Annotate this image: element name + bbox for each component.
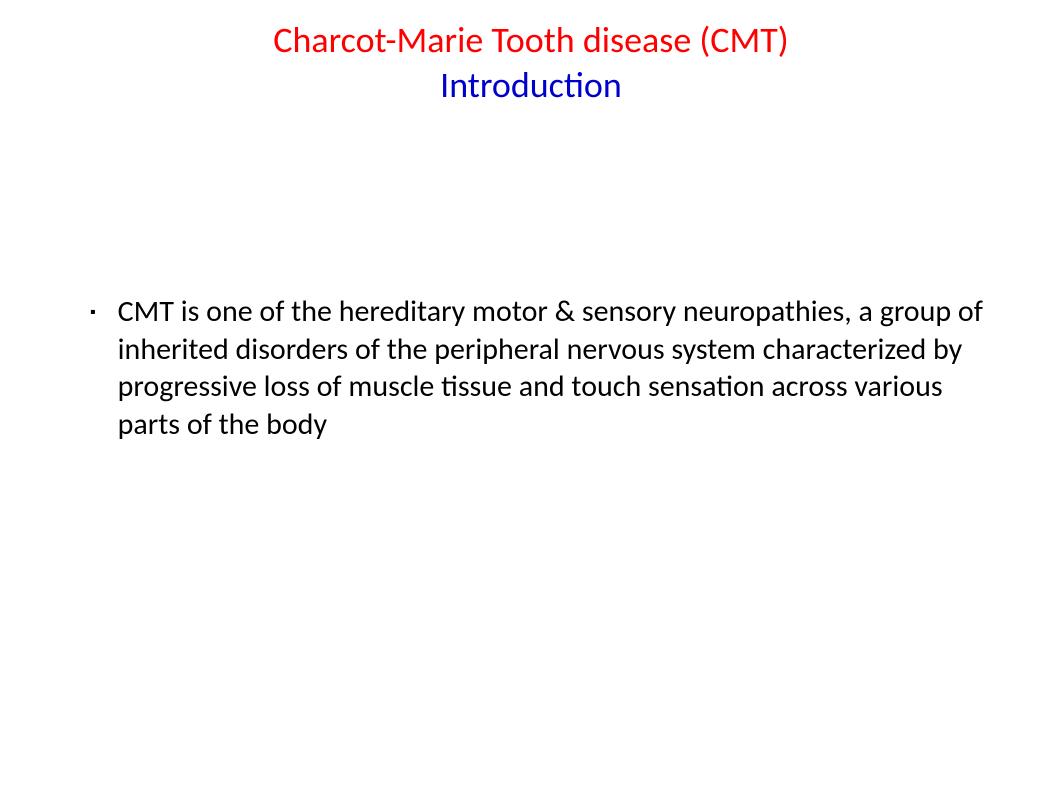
slide: Charcot-Marie Tooth disease (CMT) Introd… [0, 0, 1062, 797]
bullet-text: CMT is one of the hereditary motor & sen… [118, 293, 1002, 443]
title-sub: Introduction [0, 63, 1062, 108]
bullet-marker-icon: ▪ [90, 293, 96, 333]
title-block: Charcot-Marie Tooth disease (CMT) Introd… [0, 18, 1062, 108]
bullet-item: ▪ CMT is one of the hereditary motor & s… [90, 293, 1002, 443]
content-area: ▪ CMT is one of the hereditary motor & s… [0, 293, 1062, 443]
title-main: Charcot-Marie Tooth disease (CMT) [0, 18, 1062, 63]
